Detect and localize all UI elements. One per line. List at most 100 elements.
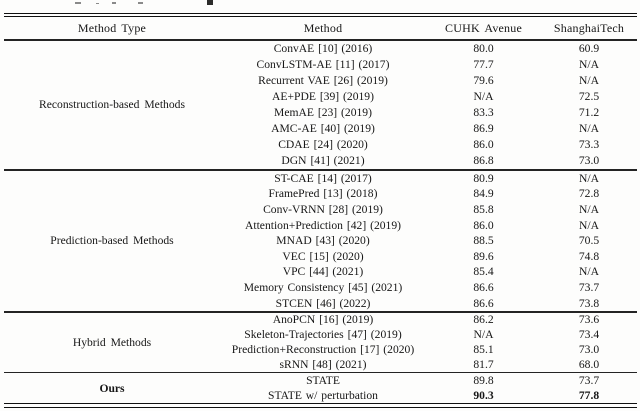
score-cell-cuhk-avenue: 86.8 [473,154,494,168]
clipped-caption-mark [138,2,143,4]
table-row: sRNN [48] (2021) 81.7 68.0 [220,357,637,372]
method-cell: STATE w/ perturbation [268,389,378,403]
table-row: STATE 89.8 73.7 [220,373,637,388]
score-cell-shanghaitech: N/A [579,58,599,72]
score-cell-cuhk-avenue: 80.9 [473,171,494,185]
method-cell: MNAD [43] (2020) [276,234,370,248]
score-cell-cuhk-avenue: N/A [473,90,494,104]
method-cell: Conv-VRNN [28] (2019) [263,203,383,217]
method-cell: ConvLSTM-AE [11] (2017) [256,58,390,72]
score-cell-shanghaitech: 73.4 [578,328,600,342]
method-cell: AE+PDE [39] (2019) [272,90,374,104]
table-section: Ours STATE 89.8 73.7 STATE w/ perturbation 90… [4,373,637,403]
score-cell-shanghaitech: N/A [579,218,599,232]
table-row: AMC-AE [40] (2019) 86.9 N/A [220,121,637,137]
table-row: FramePred [13] (2018) 84.9 72.8 [220,186,637,202]
score-cell-shanghaitech: 74.8 [578,249,600,263]
score-cell-shanghaitech: 73.0 [578,154,600,168]
section-rule [4,371,637,374]
score-cell-shanghaitech: 73.7 [578,374,600,388]
method-cell: sRNN [48] (2021) [279,357,367,371]
score-cell-shanghaitech: N/A [579,265,599,279]
column-header-cuhk-avenue: CUHK Avenue [445,20,522,35]
table-section: Hybrid Methods AnoPCN [16] (2019) 86.2 73.6… [4,313,637,372]
score-cell-cuhk-avenue: 86.0 [473,218,494,232]
table-row: Skeleton-Trajectories [47] (2019) N/A 73.4 [220,327,637,342]
method-cell: Recurrent VAE [26] (2019) [258,74,388,88]
section-rule [4,168,637,171]
method-cell: CDAE [24] (2020) [278,138,368,152]
method-cell: AMC-AE [40] (2019) [271,122,375,136]
method-cell: FramePred [13] (2018) [268,187,378,201]
section-rule [4,310,637,313]
table-row: Memory Consistency [45] (2021) 86.6 73.7 [220,280,637,296]
table-row: DGN [41] (2021) 86.8 73.0 [220,153,637,169]
score-cell-cuhk-avenue: 86.6 [473,281,494,295]
method-cell: STATE [306,374,340,388]
table-section: Prediction-based Methods ST-CAE [14] (201… [4,171,637,311]
column-header-method: Method [303,20,343,35]
clipped-caption-mark [112,2,116,4]
section-rows: ConvAE [10] (2016) 80.0 60.9 ConvLSTM-AE [1… [220,41,637,169]
table-row: ST-CAE [14] (2017) 80.9 N/A [220,171,637,187]
score-cell-cuhk-avenue: 80.0 [473,42,494,56]
method-cell: Skeleton-Trajectories [47] (2019) [244,328,402,342]
clipped-caption-mark [96,3,99,4]
score-cell-cuhk-avenue: 81.7 [473,357,494,371]
table-bottom-rule [4,403,637,408]
score-cell-cuhk-avenue: 85.8 [473,203,494,217]
score-cell-shanghaitech: N/A [579,74,599,88]
table-row: ConvAE [10] (2016) 80.0 60.9 [220,41,637,57]
method-type-cell: Ours [99,381,125,395]
table-row: MNAD [43] (2020) 88.5 70.5 [220,233,637,249]
table-row: STCEN [46] (2022) 86.6 73.8 [220,295,637,311]
score-cell-shanghaitech: 71.2 [578,106,600,120]
method-cell: VEC [15] (2020) [282,249,364,263]
section-rows: AnoPCN [16] (2019) 86.2 73.6 Skeleton-Traje… [220,313,637,372]
score-cell-cuhk-avenue: 84.9 [473,187,494,201]
header-rule [4,39,637,41]
score-cell-shanghaitech: 60.9 [578,42,600,56]
table-row: VPC [44] (2021) 85.4 N/A [220,264,637,280]
score-cell-shanghaitech: N/A [579,171,599,185]
score-cell-cuhk-avenue: 89.6 [473,249,494,263]
score-cell-cuhk-avenue: 85.1 [473,343,494,357]
results-table: Method Type Method CUHK Avenue ShanghaiT… [4,13,637,408]
table-row: ConvLSTM-AE [11] (2017) 77.7 N/A [220,57,637,73]
table-row: VEC [15] (2020) 89.6 74.8 [220,249,637,265]
score-cell-cuhk-avenue: 86.0 [473,138,494,152]
score-cell-shanghaitech: 73.3 [578,138,600,152]
score-cell-cuhk-avenue: 89.8 [473,374,494,388]
table-row: STATE w/ perturbation 90.3 77.8 [220,388,637,403]
score-cell-shanghaitech: 72.8 [578,187,600,201]
score-cell-cuhk-avenue: 79.6 [473,74,494,88]
score-cell-cuhk-avenue: 88.5 [473,234,494,248]
score-cell-shanghaitech: 73.6 [578,313,600,327]
table-row: Conv-VRNN [28] (2019) 85.8 N/A [220,202,637,218]
score-cell-shanghaitech: 73.7 [578,281,600,295]
method-cell: Prediction+Reconstruction [17] (2020) [231,343,415,357]
table-row: MemAE [23] (2019) 83.3 71.2 [220,105,637,121]
table-header-row: Method Type Method CUHK Avenue ShanghaiT… [4,17,637,39]
score-cell-shanghaitech: 73.0 [578,343,600,357]
method-cell: ST-CAE [14] (2017) [274,171,372,185]
score-cell-shanghaitech: N/A [579,122,599,136]
section-rows: STATE 89.8 73.7 STATE w/ perturbation 90.3 77… [220,373,637,403]
table-row: Recurrent VAE [26] (2019) 79.6 N/A [220,73,637,89]
method-cell: DGN [41] (2021) [281,154,365,168]
score-cell-cuhk-avenue: 86.9 [473,122,494,136]
score-cell-shanghaitech: 72.5 [578,90,600,104]
method-cell: Memory Consistency [45] (2021) [243,281,403,295]
column-header-shanghaitech: ShanghaiTech [553,20,625,35]
column-header-method-type: Method Type [77,20,147,35]
table-section: Reconstruction-based Methods ConvAE [10] … [4,41,637,169]
method-cell: VPC [44] (2021) [282,265,364,279]
method-cell: ConvAE [10] (2016) [273,42,373,56]
clipped-caption-fragment [0,0,640,13]
method-cell: STCEN [46] (2022) [275,296,371,310]
score-cell-cuhk-avenue: 83.3 [473,106,494,120]
section-rows: ST-CAE [14] (2017) 80.9 N/A FramePred [13] … [220,171,637,311]
score-cell-shanghaitech: 68.0 [578,357,600,371]
method-cell: AnoPCN [16] (2019) [272,313,374,327]
